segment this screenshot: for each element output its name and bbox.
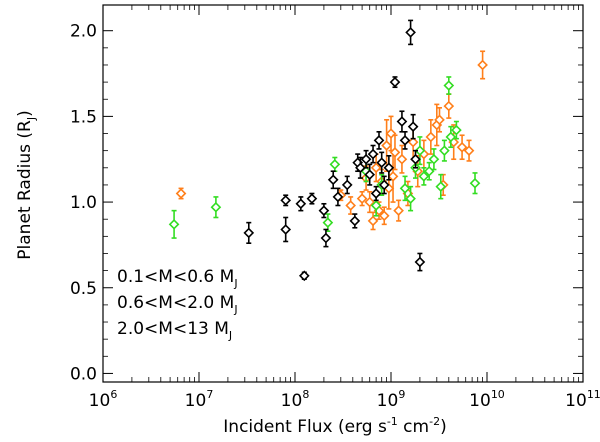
data-point — [463, 145, 475, 156]
plot-frame — [102, 4, 584, 383]
data-point — [385, 128, 397, 139]
data-point — [243, 227, 255, 239]
data-point — [210, 201, 222, 213]
data-point — [428, 153, 440, 165]
legend-entry: 0.6<M<2.0 MJ — [117, 293, 238, 316]
data-point — [306, 193, 318, 204]
data-point — [396, 116, 408, 127]
y-tick-label: 0.0 — [70, 364, 97, 384]
data-point — [320, 232, 332, 244]
data-point — [378, 210, 390, 222]
legend: 0.1<M<0.6 MJ 0.6<M<2.0 MJ 2.0<M<13 MJ — [117, 267, 238, 342]
data-point — [376, 157, 388, 168]
y-tick-label: 2.0 — [70, 22, 97, 42]
x-tick-label: 107 — [185, 388, 214, 411]
data-point — [405, 27, 416, 38]
data-point — [389, 147, 401, 158]
axis-ticks — [102, 5, 584, 382]
y-axis-label: Planet Radius (RJ) — [15, 110, 38, 259]
data-point — [332, 191, 344, 203]
data-point — [322, 217, 334, 228]
y-tick-label: 0.5 — [70, 279, 97, 299]
data-point — [425, 131, 437, 143]
data-point — [439, 145, 450, 156]
legend-entry: 0.1<M<0.6 MJ — [117, 267, 238, 290]
data-point — [399, 135, 411, 146]
data-point — [456, 141, 468, 153]
x-tick-label: 108 — [281, 388, 310, 411]
data-point — [414, 256, 426, 268]
data-point — [298, 270, 310, 282]
data-point — [405, 193, 416, 204]
data-point — [381, 140, 392, 151]
data-point — [443, 80, 455, 91]
data-point — [451, 124, 462, 136]
data-point — [387, 171, 399, 182]
tick-labels: 106 107 108 109 1010 1011 0.0 0.5 1.0 1.5 2.0 — [70, 22, 600, 411]
data-point — [370, 200, 382, 211]
data-point — [389, 76, 401, 88]
data-point — [435, 181, 447, 192]
x-tick-label: 109 — [377, 388, 406, 411]
y-tick-label: 1.5 — [70, 107, 97, 127]
series-2 — [168, 76, 481, 239]
data-point — [295, 198, 307, 210]
data-point — [364, 196, 376, 208]
data-point — [364, 169, 376, 180]
series-0 — [243, 19, 426, 282]
data-point — [327, 174, 339, 186]
data-point — [175, 188, 187, 199]
data-point — [318, 205, 330, 216]
data-point — [345, 200, 356, 211]
data-point — [360, 153, 372, 165]
data-point — [373, 135, 385, 146]
data-point — [280, 195, 292, 206]
data-point — [445, 131, 457, 143]
x-tick-label: 1010 — [469, 388, 505, 411]
data-point — [407, 121, 419, 132]
data-point — [349, 215, 361, 227]
data-point — [280, 224, 292, 235]
data-point — [355, 162, 366, 174]
legend-entry: 2.0<M<13 MJ — [117, 319, 232, 342]
x-tick-label: 106 — [89, 388, 118, 411]
data-point — [168, 219, 180, 230]
data-point — [329, 159, 341, 170]
data-point — [418, 171, 430, 182]
series-1 — [175, 50, 488, 231]
data-point — [370, 162, 382, 174]
data-point — [399, 183, 411, 194]
data-point — [469, 177, 481, 189]
data-point — [378, 179, 390, 191]
data-point — [434, 114, 445, 126]
data-point — [370, 188, 382, 199]
data-point — [407, 136, 419, 148]
data-point — [367, 148, 379, 160]
data-point — [367, 215, 379, 227]
x-axis-label: Incident Flux (erg s-1 cm-2) — [223, 415, 446, 437]
chart-marks — [168, 19, 488, 282]
data-point — [383, 162, 395, 174]
data-point — [396, 153, 408, 165]
y-tick-label: 1.0 — [70, 193, 97, 213]
data-point — [477, 59, 488, 71]
data-point — [356, 193, 368, 204]
data-point — [414, 145, 426, 156]
data-point — [393, 205, 404, 216]
x-tick-label: 1011 — [565, 388, 600, 411]
data-point — [410, 153, 421, 165]
data-point — [443, 100, 455, 112]
data-point — [341, 179, 353, 191]
